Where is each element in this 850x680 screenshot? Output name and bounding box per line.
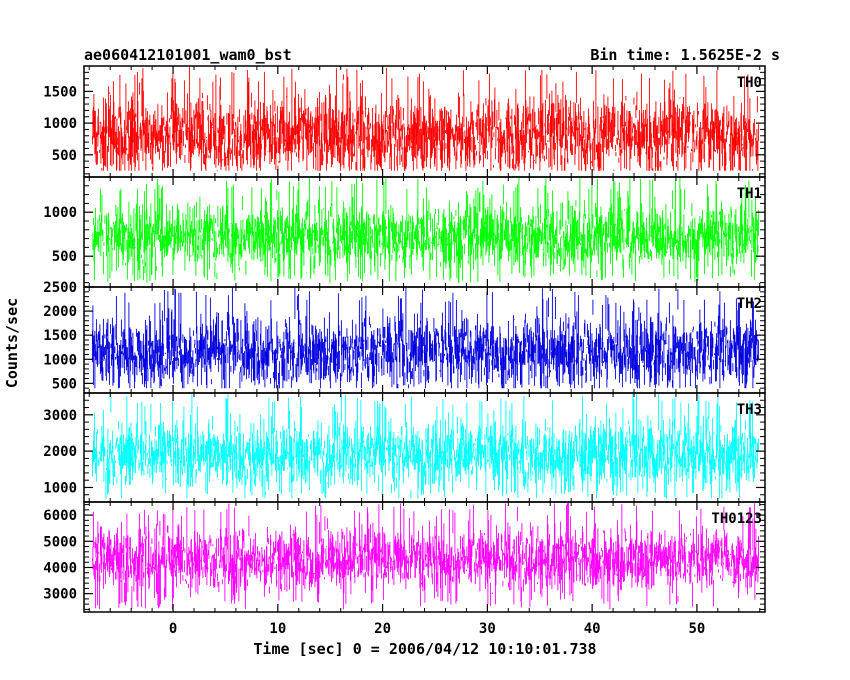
bin-time-label: Bin time: 1.5625E-2 s <box>590 46 780 64</box>
series-th0 <box>91 66 759 171</box>
y-tick-label: 2000 <box>43 304 77 320</box>
y-tick-label: 3000 <box>43 587 77 603</box>
y-tick-label: 1000 <box>43 205 77 221</box>
panel-label-th0123: TH0123 <box>711 511 762 527</box>
y-tick-label: 1000 <box>43 480 77 496</box>
observation-id-title: ae060412101001_wam0_bst <box>84 46 292 64</box>
panel-label-th0: TH0 <box>737 75 762 91</box>
x-tick-label: 50 <box>688 621 705 637</box>
panel-label-th2: TH2 <box>737 296 762 312</box>
x-axis: 0 10 20 30 40 50 <box>169 621 705 637</box>
y-tick-label: 1500 <box>43 84 77 100</box>
y-tick-label: 500 <box>52 249 77 265</box>
y-tick-label: 1000 <box>43 116 77 132</box>
y-tick-label: 1000 <box>43 352 77 368</box>
x-tick-label: 20 <box>374 621 391 637</box>
panel-th0: 500 1000 1500 TH0 <box>43 65 766 178</box>
x-tick-label: 10 <box>269 621 286 637</box>
x-axis-title: Time [sec] 0 = 2006/04/12 10:10:01.738 <box>253 640 596 658</box>
plot-panels: 500 1000 1500 TH0 500 1000 TH1 500 1000 1500 2000 2… <box>43 65 766 613</box>
panel-label-th3: TH3 <box>737 402 762 418</box>
x-tick-label: 40 <box>584 621 601 637</box>
y-tick-label: 1500 <box>43 328 77 344</box>
panel-label-th1: TH1 <box>737 186 762 202</box>
y-tick-label: 4000 <box>43 560 77 576</box>
y-tick-label: 6000 <box>43 508 77 524</box>
panel-th2: 500 1000 1500 2000 2500 TH2 <box>43 280 766 394</box>
panel-th0123: 3000 4000 5000 6000 TH0123 <box>43 501 766 613</box>
y-tick-label: 5000 <box>43 534 77 550</box>
series-th0123 <box>91 502 759 610</box>
y-tick-label: 500 <box>52 148 77 164</box>
x-tick-label: 0 <box>169 621 177 637</box>
y-axis-title: Counts/sec <box>3 298 21 388</box>
x-tick-label: 30 <box>479 621 496 637</box>
series-th2 <box>91 287 759 389</box>
series-th1 <box>91 177 759 283</box>
panel-th3: 1000 2000 3000 TH3 <box>43 392 766 503</box>
y-tick-label: 500 <box>52 376 77 392</box>
y-tick-label: 2000 <box>43 444 77 460</box>
panel-th1: 500 1000 TH1 <box>43 176 766 288</box>
y-tick-label: 3000 <box>43 408 77 424</box>
series-th3 <box>91 393 759 499</box>
y-tick-label: 2500 <box>43 280 77 296</box>
